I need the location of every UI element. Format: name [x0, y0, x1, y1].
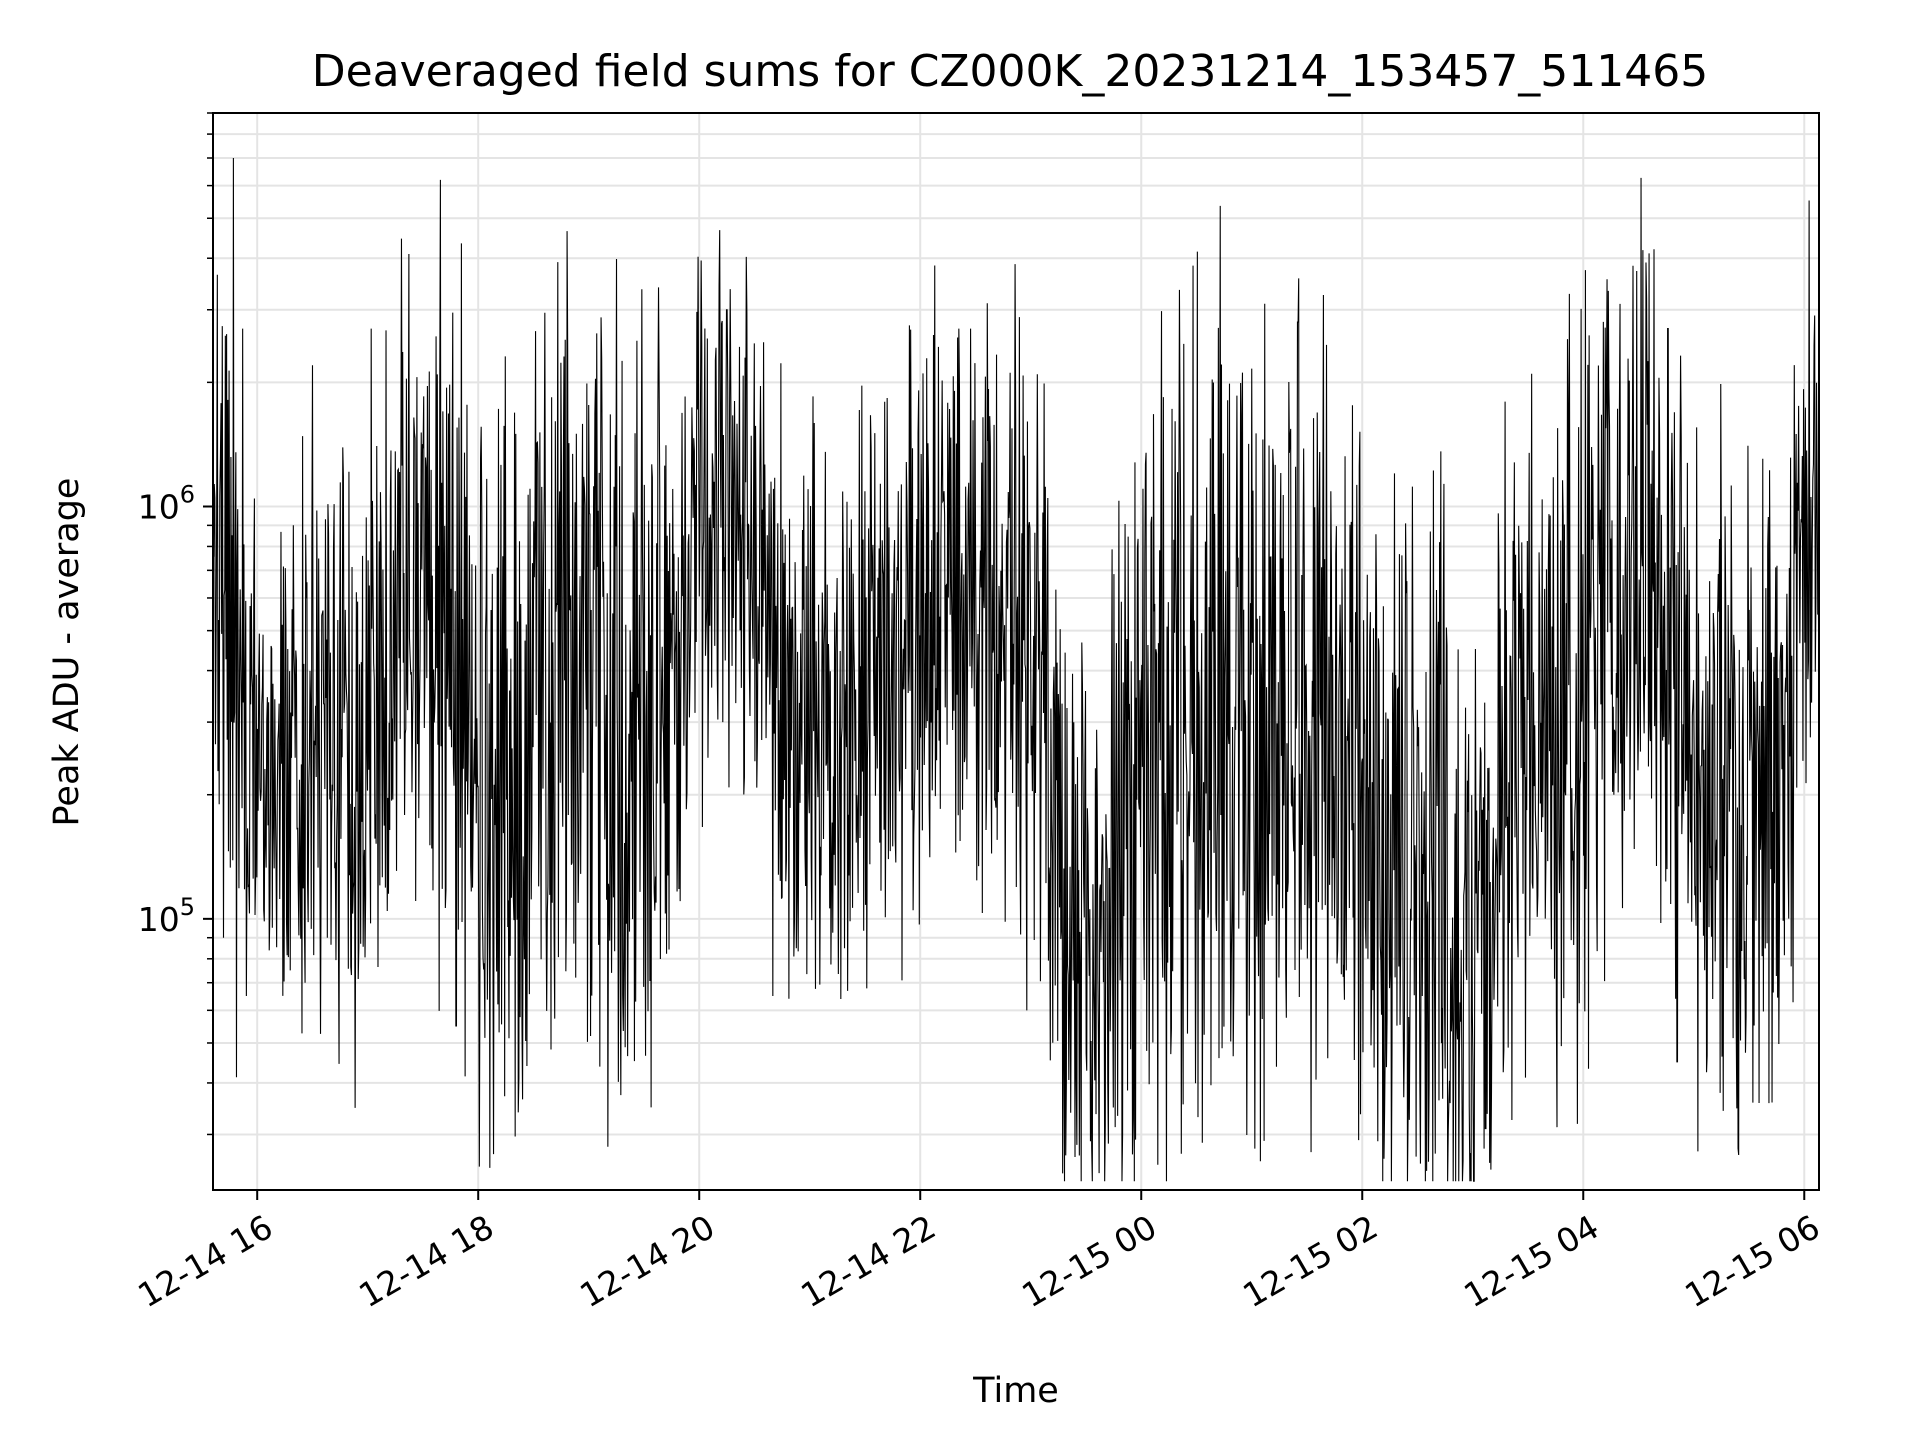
y-axis-ticks: 105 106: [138, 112, 213, 1136]
y-tick-label: 105: [138, 893, 195, 939]
x-axis-label: Time: [972, 1371, 1059, 1411]
series-line: [212, 158, 1820, 1182]
data-series: [212, 158, 1820, 1182]
plot-frame: [212, 112, 1820, 1191]
y-tick-label: 106: [138, 480, 195, 526]
chart-title: Deaveraged field sums for CZ000K_2023121…: [312, 46, 1709, 97]
y-axis-label: Peak ADU - average: [47, 478, 87, 827]
